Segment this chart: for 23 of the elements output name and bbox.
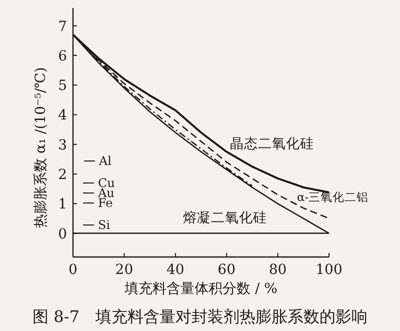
- ytick: 7: [58, 18, 67, 35]
- ytick: 5: [58, 78, 67, 94]
- ytick: 0: [58, 226, 67, 242]
- ytick: 6: [58, 48, 67, 64]
- annotation: Si: [98, 218, 110, 232]
- xtick: 100: [316, 262, 342, 278]
- annotation: Fe: [98, 196, 113, 210]
- ytick: 2: [58, 167, 67, 183]
- annotation: Al: [99, 154, 112, 168]
- xtick: 20: [115, 262, 134, 278]
- ytick: 1: [58, 196, 67, 213]
- xtick: 0: [68, 262, 78, 278]
- xtick: 60: [218, 262, 236, 278]
- ylabel: 热膨胀系数 α₁ /(10⁻⁵/℃): [33, 67, 49, 228]
- annotation: α-三氧化二铝: [297, 190, 369, 204]
- title: 图 8-7 填充料含量对封装剂热膨胀系数的影响: [32, 307, 368, 326]
- xtick: 80: [268, 262, 287, 278]
- ytick: 3: [58, 137, 67, 154]
- xlabel: 填充料含量体积分数 / %: [124, 281, 278, 297]
- ytick: 4: [58, 108, 67, 124]
- annotation: 晶态二氧化硅: [230, 136, 314, 152]
- xtick: 40: [166, 262, 184, 278]
- annotation: 熔凝二氧化硅: [183, 210, 267, 226]
